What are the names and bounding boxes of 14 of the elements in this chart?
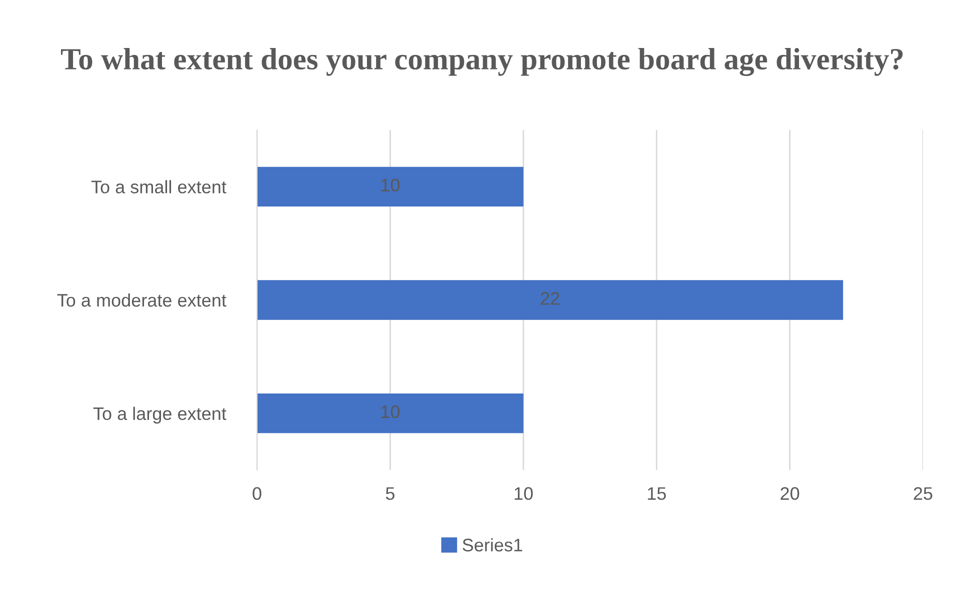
y-tick-label: To a large extent [93, 406, 226, 424]
legend-label: Series1 [462, 538, 522, 552]
chart-title: To what extent does your company promote board age diversity? [60, 48, 903, 76]
x-tick-label: 0 [252, 487, 262, 500]
y-tick-label: To a small extent [91, 180, 226, 194]
data-label: 10 [382, 178, 400, 192]
data-label: 10 [382, 405, 400, 418]
x-tick-label: 25 [914, 487, 932, 500]
x-tick-label: 5 [386, 487, 394, 500]
x-tick-label: 10 [514, 487, 533, 500]
y-tick-label: To a moderate extent [57, 293, 226, 307]
data-label: 22 [540, 292, 560, 305]
x-tick-label: 20 [780, 487, 800, 500]
x-tick-label: 15 [648, 487, 666, 500]
